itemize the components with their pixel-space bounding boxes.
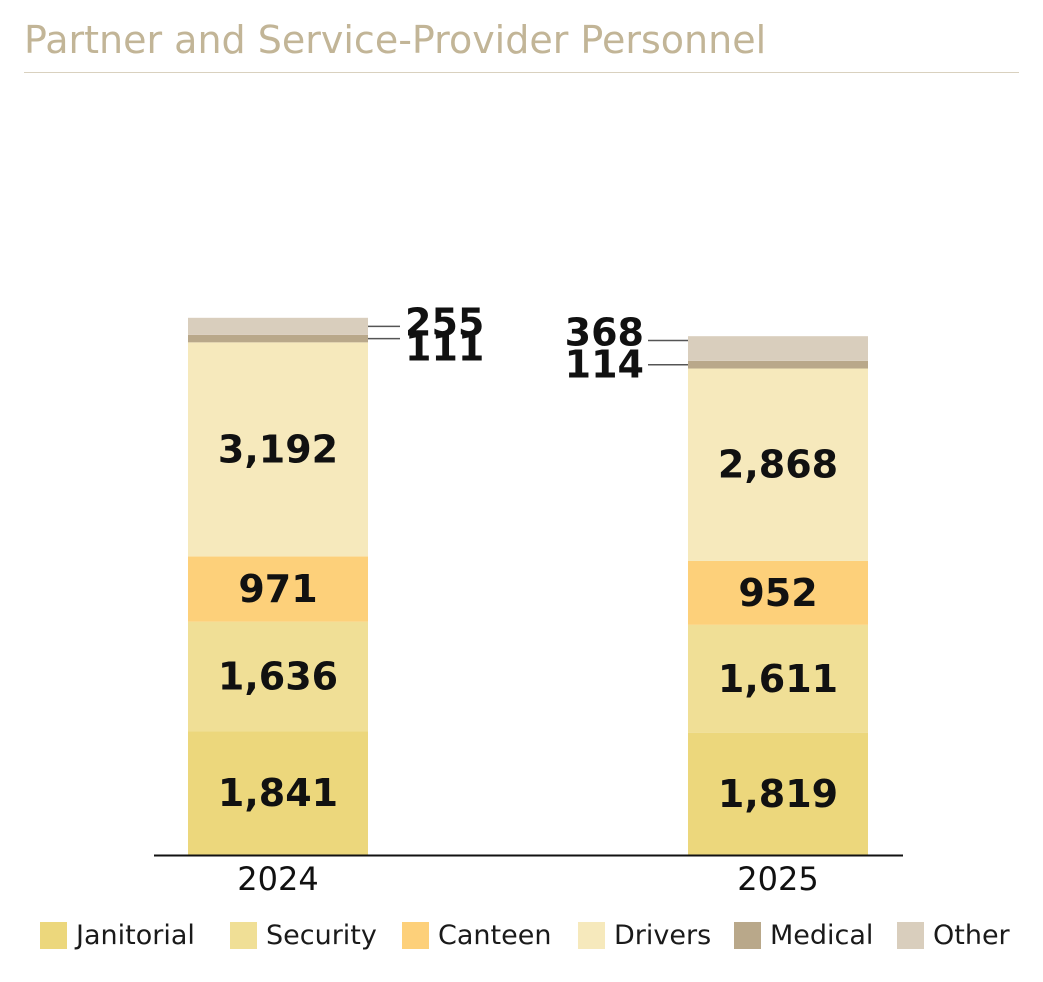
legend-item-security: Security (230, 920, 377, 951)
bar-segment-drivers-2024 (188, 342, 368, 557)
legend-swatch-security (230, 922, 257, 949)
chart-title: Partner and Service-Provider Personnel (24, 18, 767, 62)
legend-item-medical: Medical (734, 920, 873, 951)
data-label-canteen-2024: 971 (238, 567, 317, 611)
legend-label-drivers: Drivers (614, 920, 712, 951)
bar-segment-other-2024 (188, 317, 368, 335)
chart-legend: Janitorial Security Canteen Drivers Medical O… (40, 920, 1030, 960)
bar-segment-drivers-2025 (688, 368, 868, 561)
bar-segment-medical-2024 (188, 334, 368, 343)
legend-label-canteen: Canteen (438, 920, 552, 951)
bar-segment-canteen-2024 (188, 556, 368, 622)
legend-swatch-medical (734, 922, 761, 949)
data-label-other-2024: 255 (405, 300, 484, 344)
legend-item-other: Other (897, 920, 1010, 951)
bar-segment-janitorial-2025 (688, 732, 868, 855)
data-label-other-2025: 368 (565, 311, 644, 355)
bar-segment-security-2025 (688, 624, 868, 733)
data-label-canteen-2025: 952 (738, 571, 817, 615)
bar-segment-medical-2025 (688, 360, 868, 369)
bar-segment-janitorial-2024 (188, 731, 368, 855)
data-label-janitorial-2025: 1,819 (718, 772, 838, 816)
bar-segment-security-2024 (188, 621, 368, 732)
data-label-drivers-2025: 2,868 (718, 443, 838, 487)
data-label-security-2025: 1,611 (718, 657, 838, 701)
legend-swatch-canteen (402, 922, 429, 949)
legend-swatch-janitorial (40, 922, 67, 949)
legend-swatch-drivers (578, 922, 605, 949)
x-tick-label-2024: 2024 (237, 860, 318, 898)
data-label-medical-2024: 111 (405, 326, 484, 370)
legend-swatch-other (897, 922, 924, 949)
bar-segment-canteen-2025 (688, 560, 868, 625)
legend-label-janitorial: Janitorial (76, 920, 195, 951)
legend-label-security: Security (266, 920, 377, 951)
legend-label-medical: Medical (770, 920, 874, 951)
data-label-drivers-2024: 3,192 (218, 427, 338, 471)
data-label-medical-2025: 114 (565, 343, 644, 387)
bar-segment-other-2025 (688, 336, 868, 361)
legend-label-other: Other (933, 920, 1010, 951)
x-tick-label-2025: 2025 (737, 860, 818, 898)
legend-item-canteen: Canteen (402, 920, 551, 951)
data-label-janitorial-2024: 1,841 (218, 771, 338, 815)
legend-item-janitorial: Janitorial (40, 920, 195, 951)
title-divider (24, 72, 1019, 73)
data-label-security-2024: 1,636 (218, 655, 338, 699)
legend-item-drivers: Drivers (578, 920, 711, 951)
